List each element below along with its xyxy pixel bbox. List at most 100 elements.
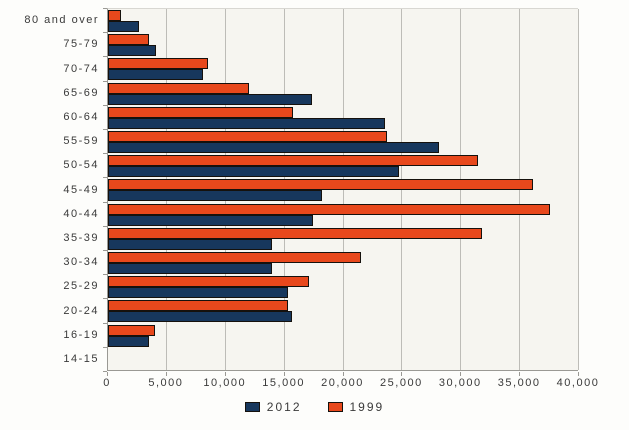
bar-row-14-15 bbox=[108, 348, 578, 372]
bar-1999-40-44 bbox=[108, 203, 550, 215]
y-axis-label-60-64: 60-64 bbox=[63, 110, 99, 123]
y-axis-tick bbox=[103, 32, 107, 33]
bar-1999-80-and-over bbox=[108, 10, 121, 21]
y-axis-tick bbox=[103, 371, 107, 372]
y-axis-label-25-29: 25-29 bbox=[63, 280, 99, 293]
bar-row-80-and-over bbox=[108, 9, 578, 33]
legend-label-2012: 2012 bbox=[266, 400, 302, 414]
bar-1999-60-64 bbox=[108, 106, 293, 118]
bar-row-60-64 bbox=[108, 106, 578, 130]
x-axis-label-20000: 20,000 bbox=[321, 377, 364, 389]
bar-row-75-79 bbox=[108, 33, 578, 57]
legend-swatch-2012 bbox=[244, 402, 260, 412]
x-axis-label-30000: 30,000 bbox=[438, 377, 482, 389]
y-axis-tick bbox=[103, 8, 107, 9]
y-axis-label-55-59: 55-59 bbox=[63, 135, 99, 148]
y-axis-label-75-79: 75-79 bbox=[63, 38, 99, 51]
x-axis-label-0: 0 bbox=[103, 377, 111, 389]
y-axis-tick bbox=[103, 153, 107, 154]
bar-1999-45-49 bbox=[108, 179, 534, 191]
bar-row-40-44 bbox=[108, 203, 578, 227]
bar-1999-16-19 bbox=[108, 324, 156, 336]
y-axis-label-70-74: 70-74 bbox=[63, 62, 99, 75]
y-axis-tick bbox=[103, 177, 107, 178]
x-axis-tick-25000 bbox=[401, 372, 402, 376]
y-axis-label-35-39: 35-39 bbox=[63, 231, 99, 244]
y-axis-label-80-and-over: 80 and over bbox=[24, 14, 99, 27]
bar-1999-65-69 bbox=[108, 82, 250, 94]
bar-2012-25-29 bbox=[108, 287, 289, 299]
bar-row-50-54 bbox=[108, 154, 578, 178]
x-axis-tick-15000 bbox=[284, 372, 285, 376]
x-axis-tick-20000 bbox=[343, 372, 344, 376]
bar-1999-35-39 bbox=[108, 227, 483, 239]
y-axis-tick bbox=[103, 81, 107, 82]
y-axis-tick bbox=[103, 56, 107, 57]
x-axis-label-25000: 25,000 bbox=[380, 377, 423, 389]
y-axis-label-14-15: 14-15 bbox=[63, 352, 99, 365]
legend-item-1999: 1999 bbox=[327, 400, 385, 414]
x-axis-label-15000: 15,000 bbox=[262, 377, 305, 389]
bar-2012-55-59 bbox=[108, 142, 439, 153]
bar-2012-75-79 bbox=[108, 45, 157, 57]
bar-row-65-69 bbox=[108, 82, 578, 106]
x-axis-tick-0 bbox=[107, 372, 108, 376]
bar-2012-60-64 bbox=[108, 117, 385, 129]
bar-row-30-34 bbox=[108, 251, 578, 275]
bar-2012-30-34 bbox=[108, 263, 272, 274]
y-axis-label-16-19: 16-19 bbox=[63, 328, 99, 341]
x-axis-tick-35000 bbox=[519, 372, 520, 376]
gridline-40000 bbox=[578, 9, 579, 370]
bar-row-55-59 bbox=[108, 130, 578, 154]
y-axis-tick bbox=[103, 129, 107, 130]
y-axis-tick bbox=[103, 298, 107, 299]
bar-1999-55-59 bbox=[108, 131, 388, 142]
bar-1999-30-34 bbox=[108, 252, 362, 263]
y-axis-tick bbox=[103, 347, 107, 348]
y-axis-label-50-54: 50-54 bbox=[63, 159, 99, 172]
bar-2012-40-44 bbox=[108, 214, 313, 226]
bar-1999-50-54 bbox=[108, 155, 478, 167]
bar-1999-20-24 bbox=[108, 300, 289, 312]
bar-2012-20-24 bbox=[108, 311, 292, 323]
x-axis-tick-10000 bbox=[225, 372, 226, 376]
y-axis-tick bbox=[103, 323, 107, 324]
y-axis-tick bbox=[103, 202, 107, 203]
bar-2012-50-54 bbox=[108, 166, 399, 178]
bar-row-25-29 bbox=[108, 275, 578, 299]
legend-item-2012: 2012 bbox=[244, 400, 302, 414]
bar-2012-70-74 bbox=[108, 69, 204, 81]
y-axis-label-40-44: 40-44 bbox=[63, 207, 99, 220]
bar-2012-80-and-over bbox=[108, 21, 139, 32]
y-axis-label-65-69: 65-69 bbox=[63, 86, 99, 99]
bar-row-45-49 bbox=[108, 178, 578, 202]
bar-2012-16-19 bbox=[108, 335, 150, 347]
bar-row-70-74 bbox=[108, 57, 578, 81]
x-axis-label-10000: 10,000 bbox=[203, 377, 247, 389]
x-axis-label-5000: 5,000 bbox=[148, 377, 184, 389]
bar-1999-75-79 bbox=[108, 34, 150, 46]
y-axis-label-45-49: 45-49 bbox=[63, 183, 99, 196]
bar-2012-45-49 bbox=[108, 190, 323, 202]
y-axis-label-20-24: 20-24 bbox=[63, 304, 99, 317]
y-axis-tick bbox=[103, 105, 107, 106]
bar-1999-25-29 bbox=[108, 276, 310, 288]
legend: 2012 1999 bbox=[0, 398, 629, 416]
x-axis-tick-5000 bbox=[166, 372, 167, 376]
y-axis-tick bbox=[103, 250, 107, 251]
x-axis-label-35000: 35,000 bbox=[497, 377, 541, 389]
y-axis-tick bbox=[103, 274, 107, 275]
y-axis-tick bbox=[103, 226, 107, 227]
plot-area bbox=[107, 8, 579, 372]
bar-2012-65-69 bbox=[108, 93, 312, 105]
y-axis-label-30-34: 30-34 bbox=[63, 256, 99, 269]
legend-swatch-1999 bbox=[327, 402, 343, 412]
x-axis-tick-30000 bbox=[460, 372, 461, 376]
bar-1999-70-74 bbox=[108, 58, 209, 70]
bar-row-35-39 bbox=[108, 227, 578, 251]
x-axis-label-40000: 40,000 bbox=[556, 377, 600, 389]
bar-row-16-19 bbox=[108, 324, 578, 348]
bar-row-20-24 bbox=[108, 299, 578, 323]
bar-2012-35-39 bbox=[108, 238, 272, 250]
